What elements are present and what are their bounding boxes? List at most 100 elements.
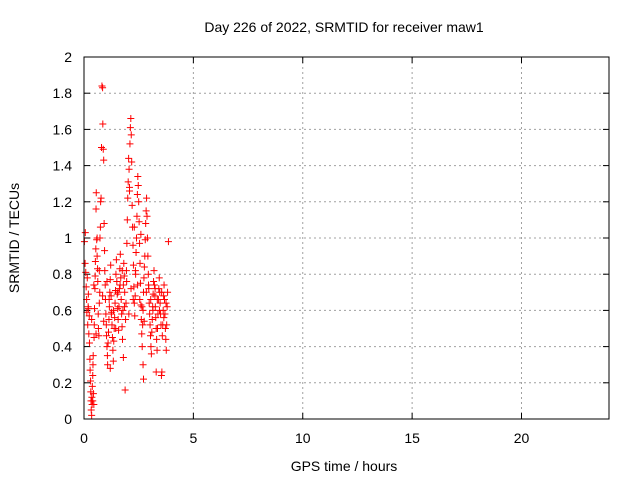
data-point	[154, 325, 161, 332]
data-point	[128, 201, 136, 209]
data-point	[118, 323, 126, 331]
y-tick-label: 1.8	[53, 85, 73, 101]
data-point	[160, 281, 168, 289]
data-point	[117, 296, 125, 304]
data-point	[98, 82, 106, 90]
data-point	[113, 290, 121, 298]
y-tick-label: 0.8	[53, 266, 73, 282]
data-point	[101, 247, 109, 255]
data-point	[92, 205, 100, 213]
data-point	[111, 314, 119, 322]
data-point	[87, 377, 95, 385]
data-point	[106, 288, 114, 296]
data-point	[153, 296, 161, 304]
data-point	[104, 339, 112, 347]
data-point	[93, 252, 101, 260]
data-point	[114, 315, 122, 323]
data-point	[133, 234, 140, 242]
data-point	[130, 223, 138, 231]
data-point	[146, 310, 154, 318]
data-point	[153, 335, 161, 343]
data-point	[95, 299, 103, 307]
data-point	[129, 241, 137, 249]
data-point	[120, 272, 128, 280]
data-point	[134, 172, 142, 180]
data-point	[148, 328, 156, 336]
data-point	[137, 230, 145, 238]
data-point	[121, 288, 129, 296]
data-point	[105, 303, 113, 311]
data-point	[140, 375, 147, 383]
data-point	[99, 120, 107, 128]
data-point	[82, 268, 90, 276]
data-point	[126, 187, 133, 195]
data-point	[91, 305, 98, 313]
data-point	[150, 277, 158, 285]
data-point	[162, 299, 170, 307]
data-point	[108, 334, 116, 342]
data-point	[92, 189, 100, 197]
data-point	[81, 229, 89, 237]
data-point	[115, 285, 123, 293]
data-point	[161, 325, 169, 332]
data-point	[131, 292, 139, 300]
data-point	[136, 279, 144, 287]
data-point	[100, 317, 108, 325]
data-point	[138, 303, 146, 311]
data-point	[163, 321, 171, 329]
data-point	[122, 315, 130, 323]
data-point	[137, 315, 145, 323]
data-point	[112, 256, 120, 264]
data-point	[116, 281, 124, 289]
data-point	[126, 124, 134, 132]
data-point	[91, 272, 99, 280]
data-point	[117, 274, 125, 282]
data-point	[107, 310, 115, 318]
data-point	[116, 250, 124, 258]
data-point	[125, 154, 133, 162]
data-point	[133, 212, 141, 220]
data-point	[81, 259, 89, 267]
data-point	[113, 277, 121, 285]
data-point	[89, 372, 97, 380]
data-point	[136, 296, 144, 304]
data-point	[101, 281, 109, 289]
data-point	[93, 234, 101, 242]
data-point	[86, 355, 94, 363]
data-point	[124, 194, 132, 202]
y-tick-label: 0.6	[53, 302, 73, 318]
data-point	[85, 312, 93, 320]
data-point	[88, 393, 96, 401]
data-point	[118, 267, 126, 275]
x-tick-label: 5	[189, 430, 197, 446]
data-point	[98, 144, 105, 151]
data-point	[164, 238, 172, 246]
data-point	[95, 332, 103, 340]
data-point	[150, 281, 158, 289]
data-point	[158, 288, 166, 296]
data-point	[139, 361, 147, 369]
data-point	[105, 328, 112, 336]
y-tick-label: 2	[64, 49, 72, 65]
x-axis-label: GPS time / hours	[291, 458, 398, 474]
data-point	[100, 156, 108, 164]
data-point	[138, 330, 146, 338]
data-point	[88, 382, 96, 390]
data-point	[122, 299, 130, 307]
data-point	[86, 366, 94, 374]
y-tick-label: 1	[64, 230, 72, 246]
data-point	[115, 326, 123, 334]
data-point	[143, 212, 151, 220]
data-point	[106, 276, 114, 284]
data-point	[103, 332, 111, 340]
data-point	[107, 261, 115, 269]
data-point	[130, 283, 138, 291]
data-point	[147, 350, 155, 358]
data-point	[163, 303, 171, 311]
data-point	[133, 191, 141, 199]
data-point	[107, 292, 115, 300]
data-point	[136, 239, 144, 247]
data-point	[99, 292, 107, 300]
data-point	[121, 386, 129, 394]
